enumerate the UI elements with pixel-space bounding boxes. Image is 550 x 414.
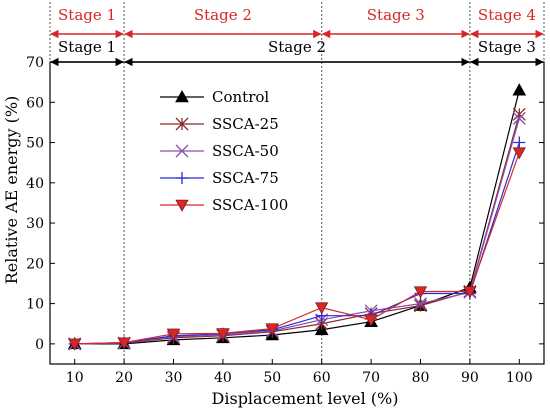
y-axis-title: Relative AE energy (%) (2, 96, 21, 285)
series-ssca-50 (68, 111, 526, 351)
y-tick-label: 0 (35, 337, 44, 353)
legend-marker (175, 89, 189, 103)
stage-top-label: Stage 2 (194, 6, 252, 24)
data-point (512, 111, 526, 125)
data-point (463, 286, 477, 299)
series-control (67, 83, 527, 350)
data-point (166, 328, 181, 341)
x-tick-label: 60 (313, 370, 331, 386)
x-tick-label: 100 (506, 370, 533, 386)
data-point (512, 147, 526, 160)
legend-marker (176, 172, 188, 184)
stage-inner-label: Stage 1 (58, 38, 116, 56)
x-tick-label: 30 (165, 370, 183, 386)
series-line (74, 152, 520, 345)
series-line (74, 90, 520, 345)
data-point (68, 338, 82, 351)
data-point (413, 286, 428, 299)
data-series (67, 83, 527, 351)
data-point (117, 337, 131, 350)
x-tick-label: 20 (115, 370, 133, 386)
series-ssca-100 (68, 147, 526, 351)
data-point (414, 299, 427, 313)
stage-inner-label: Stage 3 (478, 38, 536, 56)
axes: 0 10 20 30 40 50 60 70 10 20 30 40 50 60 70 80 90 100 (26, 55, 545, 386)
y-tick-label: 10 (26, 297, 44, 313)
legend: Control SSCA-25 SSCA-50 SSCA-75 SSCA-100 (160, 88, 288, 214)
y-tick-label: 50 (26, 136, 44, 152)
series-line (74, 114, 520, 345)
legend-label: SSCA-25 (212, 115, 279, 133)
legend-label: SSCA-100 (212, 196, 288, 214)
legend-label: SSCA-50 (212, 142, 279, 160)
plot-frame (49, 61, 545, 365)
series-ssca-25 (68, 107, 526, 351)
data-point (265, 323, 279, 336)
series-line (74, 142, 520, 345)
legend-label: SSCA-75 (212, 169, 279, 187)
legend-marker (175, 199, 189, 212)
data-point (315, 302, 329, 315)
legend-label: Control (212, 88, 269, 106)
data-point (216, 328, 230, 341)
x-tick-label: 80 (412, 370, 430, 386)
x-tick-label: 40 (214, 370, 232, 386)
data-point (513, 136, 526, 149)
stage-top-label: Stage 1 (58, 6, 116, 24)
y-tick-label: 30 (26, 216, 44, 232)
stage-inner-label: Stage 2 (268, 38, 326, 56)
stage-top-label: Stage 4 (478, 6, 536, 24)
y-tick-label: 40 (26, 176, 44, 192)
x-tick-label: 90 (461, 370, 479, 386)
legend-marker (175, 117, 189, 131)
x-tick-label: 50 (263, 370, 281, 386)
legend-marker (175, 144, 189, 158)
y-tick-label: 20 (26, 256, 44, 272)
data-point (364, 314, 378, 327)
stage-top-label: Stage 3 (367, 6, 425, 24)
x-axis-title: Displacement level (%) (212, 389, 399, 408)
x-tick-label: 10 (66, 370, 84, 386)
stage-annotations: Stage 1 Stage 2 Stage 3 Stage 4 Stage 1 Stage… (49, 2, 545, 364)
y-tick-label: 60 (26, 95, 44, 111)
data-point (414, 297, 427, 311)
series-line (74, 118, 520, 345)
y-tick-label: 70 (26, 55, 44, 71)
x-tick-label: 70 (362, 370, 380, 386)
data-point (512, 83, 527, 96)
